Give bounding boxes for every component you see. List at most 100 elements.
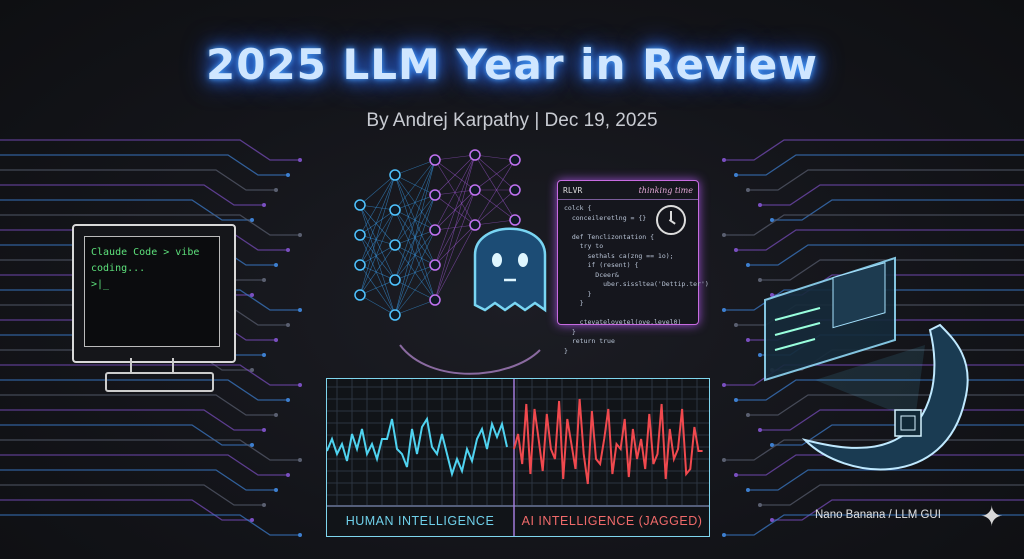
circuit-node (770, 443, 774, 447)
circuit-trace (0, 169, 276, 191)
circuit-trace (736, 229, 1024, 251)
network-node (469, 149, 481, 161)
circuit-node (770, 293, 774, 297)
graph-svg (326, 379, 709, 536)
terminal-prompt: >|_ (91, 279, 110, 290)
network-edge (359, 174, 396, 236)
circuit-trace (0, 439, 300, 461)
network-node (354, 229, 366, 241)
circuit-node (758, 503, 762, 507)
network-edge (394, 159, 436, 211)
circuit-node (274, 488, 278, 492)
circuit-trace (736, 379, 1024, 401)
network-node (429, 259, 441, 271)
network-edge (474, 154, 516, 191)
circuit-node (758, 428, 762, 432)
banana-gui-illustration (764, 256, 969, 471)
circuit-trace (0, 514, 300, 536)
circuit-trace (0, 184, 264, 206)
network-edge (474, 159, 516, 191)
ai-line (513, 398, 703, 485)
circuit-node (298, 308, 302, 312)
circuit-node (722, 308, 726, 312)
circuit-node (274, 338, 278, 342)
network-edge (359, 234, 396, 316)
network-edge (434, 154, 476, 266)
circuit-node (286, 473, 290, 477)
network-edge (434, 154, 476, 196)
circuit-node (286, 323, 290, 327)
network-edge (434, 189, 476, 301)
circuit-trace (0, 499, 252, 521)
network-node (509, 184, 521, 196)
circuit-node (262, 428, 266, 432)
circuit-node (298, 533, 302, 537)
circuit-node (746, 263, 750, 267)
network-edge (474, 154, 516, 221)
network-edge (359, 264, 396, 281)
circuit-node (722, 383, 726, 387)
byline: By Andrej Karpathy | Dec 19, 2025 (366, 110, 658, 131)
circuit-node (734, 473, 738, 477)
network-edge (359, 294, 396, 316)
network-edge (359, 204, 396, 211)
brain-outline (399, 344, 541, 375)
circuit-trace (748, 169, 1024, 191)
network-edge (394, 159, 436, 316)
monitor-illustration: Claude Code > vibe coding... >|_ (72, 224, 236, 363)
circuit-node (250, 368, 254, 372)
circuit-trace (0, 154, 288, 176)
network-edge (394, 299, 436, 316)
network-node (429, 294, 441, 306)
credit-text: Nano Banana / LLM GUI (815, 509, 941, 521)
circuit-node (286, 173, 290, 177)
ghost-icon (473, 227, 547, 313)
circuit-node (250, 443, 254, 447)
circuit-trace (0, 469, 276, 491)
page-title: 2025 LLM Year in Review (206, 40, 818, 89)
network-edge (359, 264, 396, 316)
network-edge (359, 244, 396, 266)
network-edge (474, 189, 516, 226)
network-edge (434, 154, 476, 231)
network-edge (359, 204, 396, 246)
circuit-node (746, 488, 750, 492)
network-edge (359, 234, 396, 246)
network-node (429, 189, 441, 201)
circuit-node (262, 278, 266, 282)
circuit-node (298, 233, 302, 237)
network-node (389, 204, 401, 216)
circuit-node (758, 203, 762, 207)
network-edge (434, 224, 476, 301)
circuit-node (734, 248, 738, 252)
code-window-tab: thinking time (638, 185, 693, 195)
network-edge (359, 209, 396, 266)
human-intelligence-label: HUMAN INTELLIGENCE (345, 514, 495, 528)
circuit-node (746, 338, 750, 342)
circuit-node (262, 353, 266, 357)
network-edge (359, 209, 396, 296)
circuit-trace (0, 139, 300, 161)
network-edge (474, 159, 516, 226)
ghost-eye (518, 253, 528, 267)
circuit-node (286, 398, 290, 402)
circuit-node (262, 503, 266, 507)
circuit-trace (0, 484, 264, 506)
circuit-trace (0, 424, 252, 446)
circuit-node (722, 158, 726, 162)
network-edge (474, 219, 516, 226)
circuit-node (286, 248, 290, 252)
circuit-trace (724, 214, 1024, 236)
circuit-trace (748, 394, 1024, 416)
circuit-node (746, 188, 750, 192)
circuit-trace (724, 139, 1024, 161)
circuit-node (734, 323, 738, 327)
circuit-node (250, 218, 254, 222)
network-node (469, 219, 481, 231)
network-node (354, 289, 366, 301)
ghost-eye (492, 253, 502, 267)
circuit-trace (0, 199, 252, 221)
circuit-node (758, 353, 762, 357)
network-edge (359, 279, 396, 296)
circuit-node (758, 278, 762, 282)
